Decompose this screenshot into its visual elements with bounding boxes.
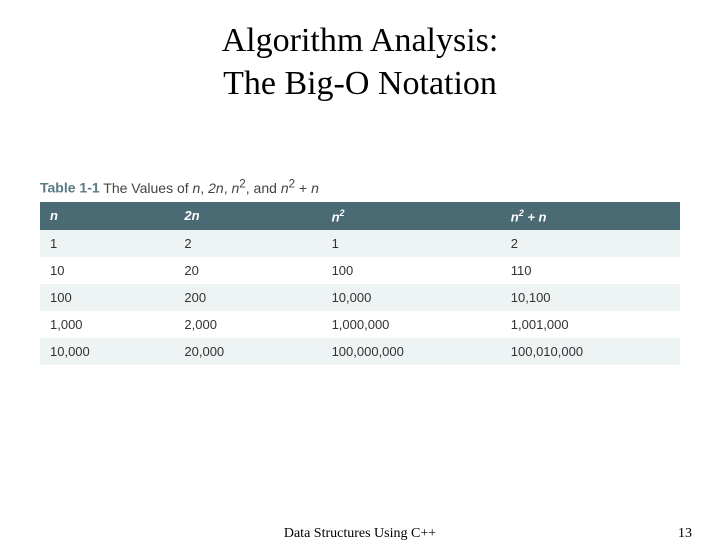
cell: 10 (40, 257, 174, 284)
table-description: The Values of n, 2n, n2, and n2 + n (103, 180, 319, 196)
col-header-2n: 2n (174, 202, 321, 230)
table-row: 100 200 10,000 10,100 (40, 284, 680, 311)
table-header-row: n 2n n2 n2 + n (40, 202, 680, 230)
cell: 100,010,000 (501, 338, 680, 365)
cell: 100 (322, 257, 501, 284)
cell: 100 (40, 284, 174, 311)
slide: Algorithm Analysis: The Big-O Notation T… (0, 0, 720, 540)
title-line-2: The Big-O Notation (223, 65, 497, 102)
cell: 100,000,000 (322, 338, 501, 365)
cell: 2,000 (174, 311, 321, 338)
cell: 10,000 (40, 338, 174, 365)
cell: 1,000 (40, 311, 174, 338)
cell: 2 (501, 230, 680, 257)
cell: 1,001,000 (501, 311, 680, 338)
cell: 1 (40, 230, 174, 257)
table-head: n 2n n2 n2 + n (40, 202, 680, 230)
cell: 200 (174, 284, 321, 311)
table-row: 1 2 1 2 (40, 230, 680, 257)
title-line-1: Algorithm Analysis: (222, 22, 499, 59)
table-row: 1,000 2,000 1,000,000 1,001,000 (40, 311, 680, 338)
col-header-n2: n2 (322, 202, 501, 230)
table-caption: Table 1-1 The Values of n, 2n, n2, and n… (40, 177, 680, 196)
col-header-n2plusn: n2 + n (501, 202, 680, 230)
col-header-n: n (40, 202, 174, 230)
cell: 1,000,000 (322, 311, 501, 338)
slide-title: Algorithm Analysis: The Big-O Notation (40, 20, 680, 105)
cell: 1 (322, 230, 501, 257)
cell: 20 (174, 257, 321, 284)
table-row: 10,000 20,000 100,000,000 100,010,000 (40, 338, 680, 365)
table-label: Table 1-1 (40, 180, 100, 196)
values-table: n 2n n2 n2 + n 1 2 1 2 10 20 100 110 100… (40, 202, 680, 365)
cell: 110 (501, 257, 680, 284)
cell: 10,100 (501, 284, 680, 311)
table-row: 10 20 100 110 (40, 257, 680, 284)
cell: 20,000 (174, 338, 321, 365)
table-body: 1 2 1 2 10 20 100 110 100 200 10,000 10,… (40, 230, 680, 365)
cell: 2 (174, 230, 321, 257)
cell: 10,000 (322, 284, 501, 311)
